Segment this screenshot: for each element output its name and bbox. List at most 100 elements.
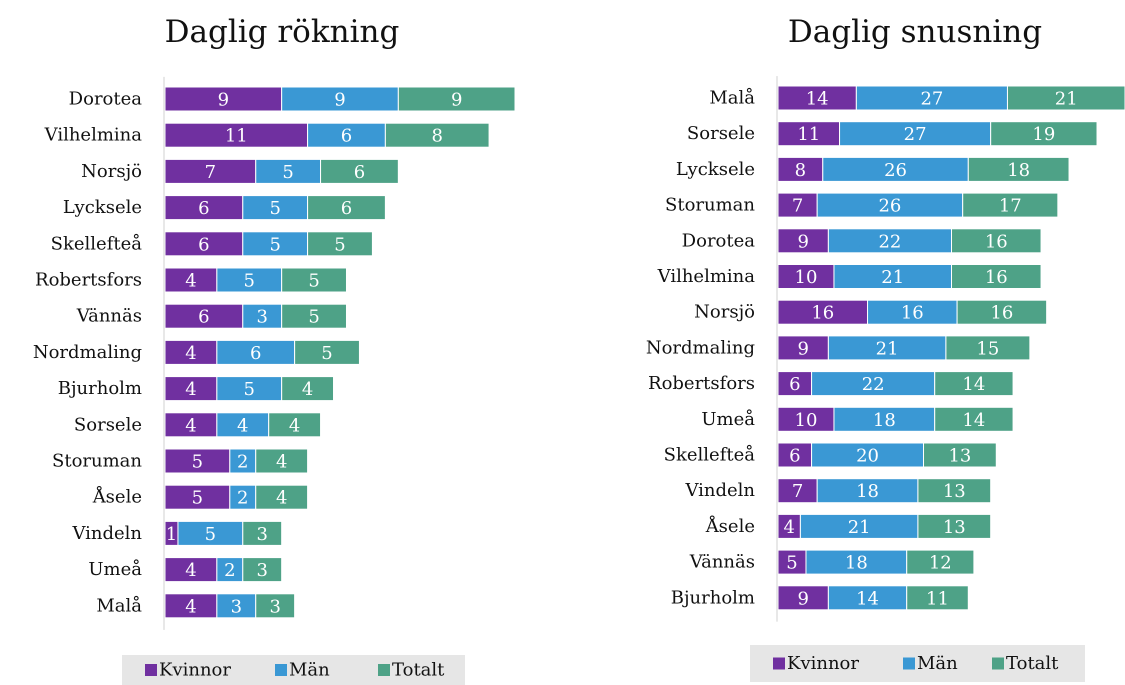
data-label: 1 — [166, 524, 177, 545]
bar-segment — [242, 520, 283, 546]
data-label: 6 — [198, 234, 209, 255]
data-label: 4 — [185, 379, 196, 400]
bar-segment — [967, 156, 1070, 182]
data-label: 2 — [224, 560, 235, 581]
data-label: 26 — [878, 196, 901, 217]
bar-segment — [777, 192, 818, 218]
data-label: 6 — [198, 307, 209, 328]
category-label: Vilhelmina — [44, 125, 143, 146]
bar-segment — [917, 513, 992, 539]
bar-segment — [242, 557, 283, 583]
data-label: 4 — [185, 560, 196, 581]
bar-segment — [833, 264, 952, 289]
data-label: 3 — [269, 596, 280, 617]
bar-segment — [934, 371, 1014, 397]
data-label: 6 — [354, 162, 365, 183]
bar-segment — [164, 195, 244, 221]
bar-segment — [307, 195, 386, 221]
bar-segment — [951, 228, 1042, 254]
data-label: 7 — [792, 481, 803, 502]
data-label: 10 — [795, 267, 818, 288]
data-label: 3 — [256, 524, 267, 545]
data-label: 4 — [185, 415, 196, 436]
data-label: 12 — [929, 553, 952, 574]
bar-segment — [990, 121, 1098, 147]
bar-segment — [216, 593, 257, 619]
data-label: 14 — [806, 89, 829, 110]
category-label: Åsele — [705, 515, 755, 537]
bar-segment — [242, 303, 283, 329]
category-label: Robertsfors — [648, 373, 755, 394]
category-label: Umeå — [88, 558, 142, 580]
data-label: 16 — [985, 267, 1008, 288]
data-label: 5 — [244, 379, 255, 400]
bar-segment — [956, 299, 1048, 325]
legend-label: Kvinnor — [787, 653, 859, 674]
legend-label: Totalt — [1006, 653, 1059, 674]
legend-label: Kvinnor — [159, 660, 231, 681]
data-label: 6 — [198, 198, 209, 219]
bar-segment — [777, 299, 869, 325]
data-label: 8 — [795, 160, 806, 181]
category-label: Vännäs — [76, 306, 142, 327]
data-label: 7 — [205, 162, 216, 183]
bar-segment — [777, 549, 807, 575]
data-label: 3 — [231, 596, 242, 617]
data-label: 4 — [185, 271, 196, 292]
bar-segment — [307, 231, 373, 257]
data-label: 6 — [250, 343, 261, 364]
data-label: 4 — [185, 596, 196, 617]
category-label: Nordmaling — [33, 342, 142, 363]
bar-segment — [934, 406, 1014, 432]
data-label: 4 — [302, 379, 313, 400]
bar-segment — [951, 264, 1042, 289]
bar-segment — [384, 122, 490, 148]
bar-segment — [255, 593, 296, 619]
data-label: 8 — [431, 126, 442, 147]
bar-segment — [216, 412, 270, 438]
bar-segment — [1006, 85, 1125, 111]
data-label: 13 — [943, 517, 966, 538]
data-label: 9 — [334, 90, 345, 111]
data-label: 2 — [237, 488, 248, 509]
bar-segment — [268, 412, 322, 438]
data-label: 16 — [811, 303, 834, 324]
bar-segment — [906, 585, 969, 611]
data-label: 5 — [334, 234, 345, 255]
data-label: 11 — [926, 588, 949, 609]
bar-segment — [777, 585, 829, 611]
bar-segment — [777, 228, 829, 254]
data-label: 21 — [1055, 89, 1078, 110]
bar-segment — [281, 267, 347, 293]
data-label: 16 — [990, 303, 1013, 324]
data-label: 18 — [856, 481, 879, 502]
data-label: 6 — [341, 126, 352, 147]
bar-segment — [906, 549, 975, 575]
bar-segment — [164, 557, 218, 583]
category-label: Vännäs — [689, 552, 755, 573]
bar-segment — [255, 448, 309, 474]
bar-segment — [816, 192, 964, 218]
data-label: 14 — [962, 410, 985, 431]
category-label: Lycksele — [676, 159, 755, 180]
bar-segment — [281, 376, 335, 402]
bar-segment — [294, 339, 360, 365]
bar-segment — [777, 478, 818, 504]
data-label: 5 — [205, 524, 216, 545]
bar-segment — [164, 267, 218, 293]
data-label: 9 — [797, 338, 808, 359]
data-label: 18 — [845, 553, 868, 574]
bar-segment — [867, 299, 958, 325]
category-label: Sorsele — [74, 414, 142, 435]
category-label: Nordmaling — [646, 337, 755, 358]
data-label: 11 — [797, 124, 820, 145]
bar-segment — [164, 231, 244, 257]
bar-segment — [177, 520, 244, 546]
category-label: Dorotea — [69, 89, 143, 110]
category-label: Umeå — [701, 408, 755, 430]
legend-swatch — [378, 664, 390, 676]
bar-segment — [281, 86, 399, 112]
category-label: Storuman — [665, 195, 755, 216]
bar-segment — [164, 412, 218, 438]
bar-segment — [777, 85, 857, 111]
